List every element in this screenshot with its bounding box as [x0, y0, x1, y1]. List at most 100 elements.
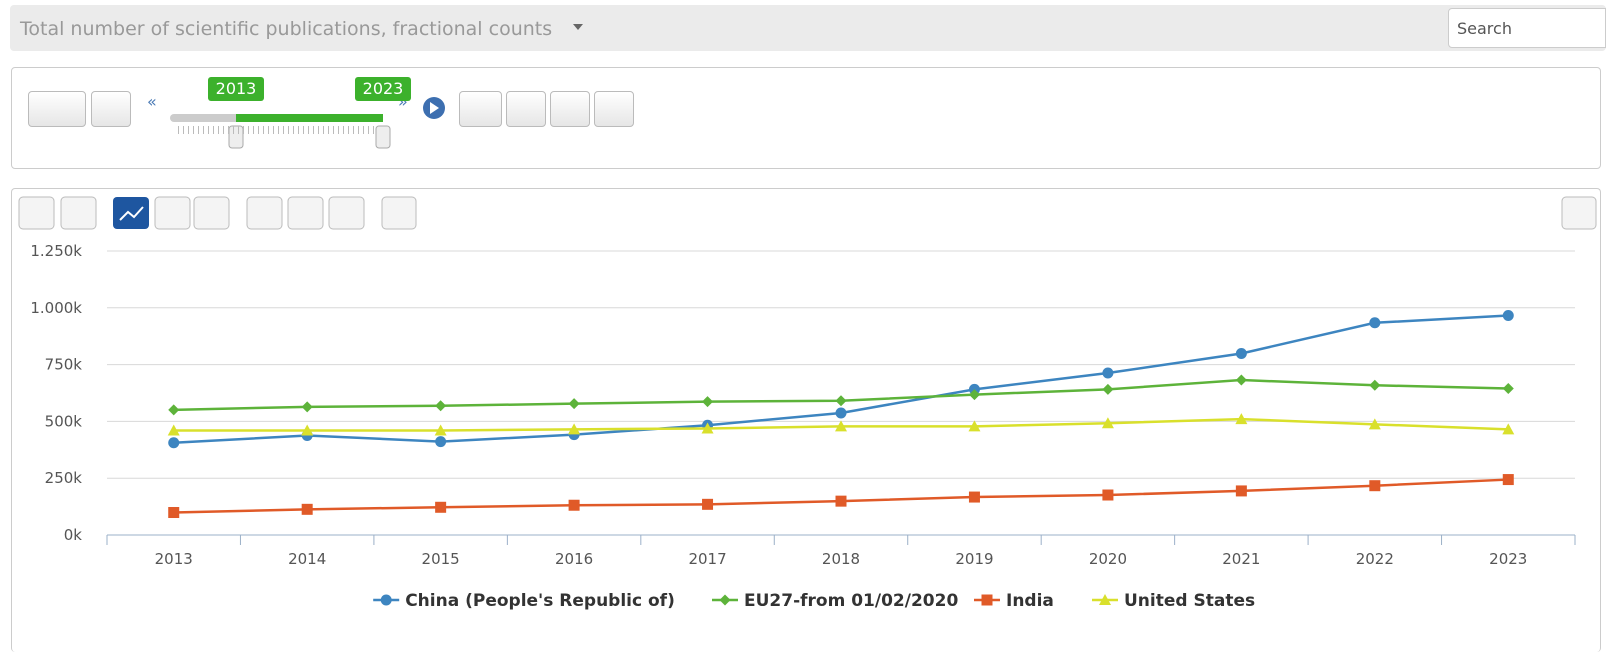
column-button[interactable] — [18, 196, 55, 230]
legend-symbol — [719, 594, 731, 606]
point — [435, 400, 447, 412]
point — [1369, 480, 1381, 492]
x-tick-label: 2019 — [955, 550, 993, 568]
slider-start-tag — [208, 77, 264, 101]
point — [968, 389, 980, 401]
point — [968, 420, 981, 432]
chart-panel — [11, 188, 1601, 652]
link-button[interactable] — [459, 91, 502, 127]
point — [568, 398, 580, 410]
calendar-button[interactable] — [91, 91, 131, 127]
point — [1235, 413, 1248, 425]
point — [435, 436, 447, 448]
point — [1368, 418, 1381, 430]
legend-symbol — [380, 594, 392, 606]
point — [1235, 485, 1247, 497]
forward-icon[interactable]: » — [398, 92, 408, 111]
point — [1502, 310, 1514, 322]
legend-label: India — [1006, 591, 1054, 611]
line-button[interactable] — [113, 197, 149, 229]
point — [1369, 379, 1381, 391]
dropdown-caret — [573, 24, 583, 30]
point — [301, 424, 314, 436]
sort-button[interactable] — [381, 196, 417, 230]
point — [168, 507, 180, 519]
controls-panel — [11, 67, 1601, 169]
point — [1235, 347, 1247, 359]
y-tick-label: 750k — [45, 356, 83, 374]
x-tick-label: 2015 — [422, 550, 460, 568]
point — [167, 424, 180, 436]
legend-label: EU27-from 01/02/2020 — [744, 591, 958, 611]
point — [702, 498, 714, 510]
y-tick-label: 0k — [64, 526, 83, 544]
point — [168, 437, 180, 449]
slider-end-label: 2023 — [363, 79, 404, 98]
area-button[interactable] — [154, 196, 191, 230]
download-button[interactable] — [506, 91, 546, 127]
slider-end-tag — [355, 77, 411, 101]
scatter-button[interactable] — [246, 196, 283, 230]
point — [1102, 489, 1114, 501]
legend-label: United States — [1124, 591, 1255, 611]
point — [301, 401, 313, 413]
point — [1502, 423, 1515, 435]
rewind-icon[interactable]: « — [147, 92, 157, 111]
point — [435, 501, 447, 513]
grouped-button[interactable] — [193, 196, 230, 230]
x-tick-label: 2017 — [688, 550, 726, 568]
slider-range — [236, 114, 383, 122]
y-tick-label: 250k — [45, 469, 83, 487]
x-tick-label: 2021 — [1222, 550, 1260, 568]
point — [701, 422, 714, 434]
slider-start-label: 2013 — [216, 79, 257, 98]
point — [301, 503, 313, 515]
y-tick-label: 500k — [45, 412, 83, 430]
document-button[interactable] — [550, 91, 590, 127]
point — [1235, 374, 1247, 386]
print-button[interactable] — [594, 91, 634, 127]
indicator-title[interactable]: Total number of scientific publications,… — [20, 18, 553, 40]
trend-button[interactable] — [287, 196, 324, 230]
point — [1369, 317, 1381, 329]
point — [1102, 383, 1114, 395]
line-icon — [119, 206, 144, 221]
bar-button[interactable] — [60, 196, 97, 230]
point — [568, 499, 580, 511]
x-tick-label: 2018 — [822, 550, 860, 568]
point — [835, 395, 847, 407]
x-tick-label: 2013 — [155, 550, 193, 568]
fullscreen-button[interactable] — [1561, 196, 1597, 230]
point — [1502, 382, 1514, 394]
slider-handle-end[interactable] — [375, 125, 391, 149]
stacked-button[interactable] — [328, 196, 365, 230]
point — [835, 407, 847, 419]
point — [968, 491, 980, 503]
chart-type-buttons[interactable] — [18, 196, 1597, 230]
point — [1101, 417, 1114, 429]
slider-handle-start[interactable] — [228, 125, 244, 149]
point — [434, 424, 447, 436]
x-tick-label: 2020 — [1089, 550, 1127, 568]
play-icon — [430, 102, 439, 114]
point — [1502, 474, 1514, 486]
y-tick-label: 1.000k — [30, 299, 82, 317]
indicator-selector[interactable]: Total number of scientific publications,… — [10, 5, 1606, 51]
x-tick-label: 2016 — [555, 550, 593, 568]
point — [1102, 367, 1114, 379]
search-box[interactable]: Search — [1448, 8, 1606, 48]
point — [702, 396, 714, 408]
x-tick-label: 2014 — [288, 550, 326, 568]
x-tick-label: 2022 — [1356, 550, 1394, 568]
point — [568, 423, 581, 435]
point — [835, 420, 847, 432]
legend-symbol — [1099, 594, 1111, 605]
point — [835, 495, 847, 507]
map-button[interactable] — [28, 91, 86, 127]
point — [168, 404, 180, 416]
legend-label: China (People's Republic of) — [405, 591, 675, 611]
x-tick-label: 2023 — [1489, 550, 1527, 568]
